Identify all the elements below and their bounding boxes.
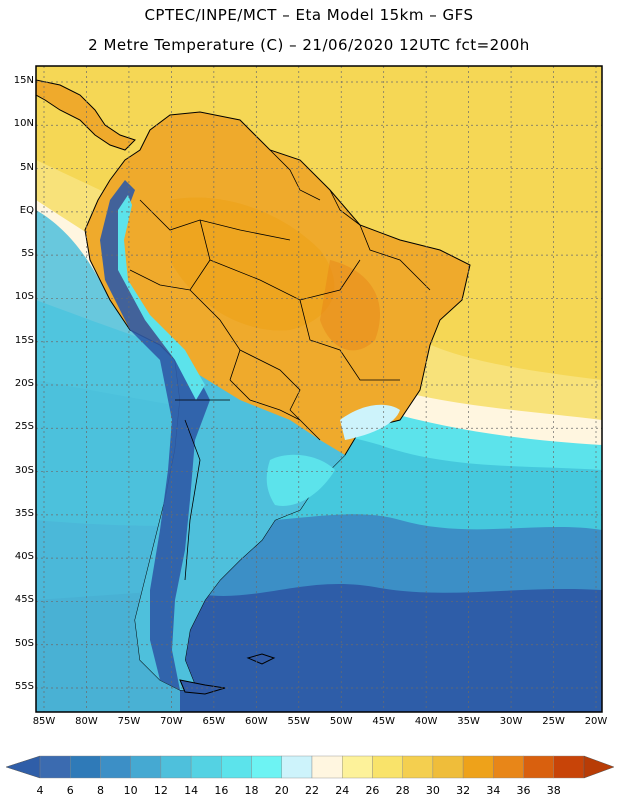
latitude-label: EQ xyxy=(19,204,34,216)
colorbar-label: 22 xyxy=(305,784,319,797)
colorbar-label: 14 xyxy=(184,784,199,797)
colorbar xyxy=(5,755,615,779)
longitude-label: 65W xyxy=(202,716,226,727)
colorbar-label: 36 xyxy=(516,784,531,797)
longitude-label: 35W xyxy=(457,716,480,727)
longitude-label: 80W xyxy=(75,716,98,727)
latitude-label: 55S xyxy=(14,681,34,692)
latitude-label: 15N xyxy=(13,75,34,86)
title-line-1: CPTEC/INPE/MCT – Eta Model 15km – GFS xyxy=(144,6,474,24)
country-borders xyxy=(129,149,431,581)
uruguay-cool-patch xyxy=(266,454,335,506)
map-frame xyxy=(35,65,603,713)
latitude-label: 50S xyxy=(14,637,34,649)
falkland-islands xyxy=(246,653,276,665)
colorbar-label: 28 xyxy=(395,784,410,797)
colorbar-segment xyxy=(281,755,313,779)
andes-cold-stripe xyxy=(100,180,210,690)
longitude-label: 20W xyxy=(584,716,608,727)
latitude-label: 40S xyxy=(14,551,34,563)
colorbar-label: 16 xyxy=(214,784,229,797)
colorbar-label: 10 xyxy=(123,784,138,797)
colorbar-segment xyxy=(100,755,131,779)
andes-mid-stripe xyxy=(118,195,205,400)
colorbar-segment xyxy=(39,755,71,779)
longitude-label: 60W xyxy=(244,716,268,727)
southeast-cool-patch xyxy=(340,404,400,440)
colorbar-label: 12 xyxy=(153,784,168,797)
latitude-label: 25S xyxy=(14,421,34,433)
colorbar-segment xyxy=(372,755,403,779)
colorbar-label: 26 xyxy=(365,784,380,797)
title-line-2: 2 Metre Temperature (C) – 21/06/2020 12U… xyxy=(88,36,530,54)
colorbar-segment xyxy=(462,755,494,779)
colorbar-segment xyxy=(402,755,434,779)
colorbar-label: 20 xyxy=(274,784,289,797)
colorbar-label: 18 xyxy=(244,784,259,797)
colorbar-left-arrow xyxy=(5,755,41,779)
colorbar-segment xyxy=(432,755,464,779)
colorbar-label: 24 xyxy=(335,784,350,797)
colorbar-label: 30 xyxy=(425,784,440,797)
central-america-land xyxy=(36,79,136,151)
longitude-label: 55W xyxy=(287,716,311,727)
colorbar-label: 6 xyxy=(66,784,74,797)
longitude-label: 45W xyxy=(372,716,395,727)
latitude-label: 5S xyxy=(21,248,34,260)
colorbar-segment xyxy=(311,755,343,779)
brazil-hot-patch xyxy=(320,260,380,351)
colorbar-segment xyxy=(221,755,252,779)
latitude-label: 15S xyxy=(14,334,34,346)
latitude-label: 10S xyxy=(14,291,34,303)
latitude-label: 35S xyxy=(14,507,34,519)
longitude-label: 50W xyxy=(329,716,353,727)
longitude-label: 40W xyxy=(414,716,438,727)
colorbar-label: 4 xyxy=(36,784,44,797)
longitude-label: 85W xyxy=(32,716,56,727)
colorbar-segment xyxy=(251,755,282,779)
colorbar-segment xyxy=(190,755,222,779)
amazon-hot-patch xyxy=(170,197,335,331)
colorbar-right-arrow xyxy=(583,755,615,779)
longitude-label: 75W xyxy=(117,716,141,727)
longitude-label: 25W xyxy=(542,716,565,727)
colorbar-segment xyxy=(523,755,554,779)
latitude-label: 45S xyxy=(14,594,34,606)
colorbar-label: 38 xyxy=(546,784,561,797)
latitude-label: 10N xyxy=(13,118,34,130)
latitude-label: 5N xyxy=(20,161,34,173)
colorbar-segment xyxy=(70,755,101,779)
lat-lon-grid xyxy=(36,66,602,712)
longitude-label: 70W xyxy=(160,716,183,727)
colorbar-segment xyxy=(493,755,524,779)
longitude-label: 30W xyxy=(499,716,523,727)
tierra-del-fuego xyxy=(179,679,226,695)
colorbar-segment xyxy=(342,755,373,779)
colorbar-segment xyxy=(130,755,162,779)
colorbar-label: 34 xyxy=(486,784,501,797)
colorbar-segment xyxy=(553,755,585,779)
latitude-label: 30S xyxy=(14,464,34,476)
colorbar-label: 32 xyxy=(456,784,471,797)
colorbar-segment xyxy=(160,755,192,779)
latitude-label: 20S xyxy=(14,378,34,389)
colorbar-label: 8 xyxy=(96,784,104,797)
